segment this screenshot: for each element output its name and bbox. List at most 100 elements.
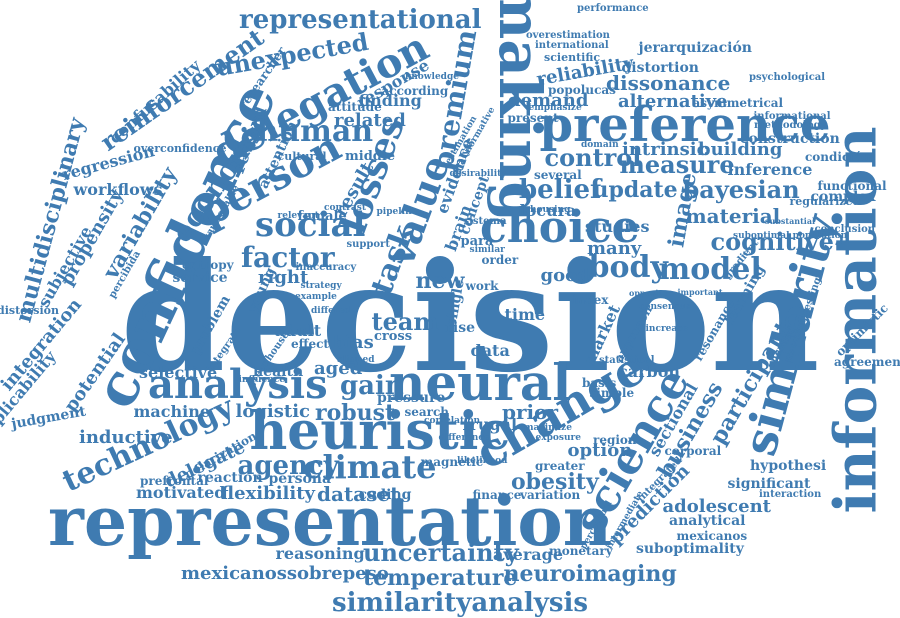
word-representation: representation (48, 482, 613, 562)
word-obesity: obesity (511, 469, 599, 495)
word-machine: machine (133, 402, 211, 421)
word-similar: similar (469, 244, 505, 255)
word-desirability: desirability (449, 168, 507, 179)
word-example: example (295, 291, 337, 302)
word-correlation: correlation (424, 415, 481, 426)
word-prefrontal: prefrontal (140, 474, 209, 488)
word-adult: adult (274, 321, 322, 340)
word-hypothesi: hypothesi (750, 458, 827, 474)
word-opposite: opposite (629, 288, 668, 298)
word-monetary: monetary (549, 544, 613, 558)
word-increase: increase (645, 323, 689, 334)
word-emphasize: emphasize (528, 102, 582, 113)
word-bayesian: bayesian (682, 175, 800, 204)
word-analysis: analysis (148, 361, 328, 408)
word-regularized: regularized (789, 194, 861, 208)
word-related: related (334, 110, 406, 131)
word-neuroimaging: neuroimaging (503, 561, 677, 587)
word-present: present (507, 111, 559, 125)
word-workflows: workflows (73, 180, 163, 199)
word-aged: aged (314, 358, 363, 379)
word-selective: selective (139, 363, 218, 382)
word-logistic: logistic (235, 401, 311, 422)
word-simple: simple (589, 386, 635, 400)
word-agency: agency (237, 451, 339, 481)
word-human: human (256, 114, 374, 149)
word-adolescent: adolescent (662, 496, 772, 517)
word-reaction: reaction (197, 470, 263, 486)
word-similarityanalysis: similarityanalysis (332, 588, 589, 618)
word-rise: rise (445, 320, 475, 336)
word-finding: finding (358, 91, 422, 110)
word-consensus: consensus (639, 301, 692, 312)
word-alternative: alternative (618, 91, 728, 112)
word-robust: robust (315, 400, 396, 426)
word-conclusion: conclusion (814, 224, 876, 235)
word-right: right (258, 267, 309, 288)
word-effect: effect (291, 337, 329, 351)
word-decision: decision (120, 230, 820, 406)
word-support: support (346, 239, 390, 250)
word-popolucas: popolucas (548, 83, 616, 97)
word-frugal: frugal (462, 415, 518, 434)
word-many: many (587, 238, 642, 259)
word-influence: influence (238, 374, 286, 385)
word-gain: gain (340, 371, 404, 401)
word-domain: domain (581, 139, 619, 150)
word-material: material (685, 204, 781, 228)
word-entropy: entropy (182, 258, 234, 272)
word-female: female (297, 208, 347, 224)
word-average: average (493, 545, 564, 564)
word-building: building (698, 139, 783, 160)
word-variation: variation (520, 488, 581, 502)
word-temperature: temperature (363, 565, 518, 591)
word-sistema: sistema (463, 216, 507, 227)
word-according: according (381, 84, 449, 98)
word-distorsion: distorsión (0, 303, 59, 317)
word-inductive: inductive (79, 427, 173, 448)
word-mexicanossobrepeso: mexicanossobrepeso (181, 563, 389, 584)
word-condicion: condición (805, 150, 871, 164)
word-methodology: methodology (754, 120, 827, 131)
word-distortion: distortion (621, 60, 699, 76)
word-bias: bias (332, 332, 374, 353)
word-work: work (465, 279, 499, 293)
word-analytical: analytical (669, 513, 746, 529)
word-carbon: carbon (618, 362, 681, 381)
word-judgment: judgment (9, 403, 87, 433)
word-finance: finance (472, 488, 522, 502)
word-substantial: substantial (765, 216, 816, 226)
word-strategy: strategy (300, 280, 342, 291)
word-several: several (534, 168, 582, 182)
word-suboptimality: suboptimality (636, 541, 744, 557)
word-update: update (592, 177, 678, 203)
word-persona: persona (268, 471, 332, 487)
word-difference: difference (438, 432, 490, 443)
word-index: index (572, 293, 609, 307)
word-social: social (255, 205, 366, 245)
word-scientific: scientific (544, 50, 601, 64)
word-data: data (470, 341, 510, 360)
word-corporal: corporal (664, 444, 722, 458)
word-cognitive: cognitive (710, 227, 834, 256)
word-team: team (371, 307, 439, 336)
word-suboptimal: suboptimal population (733, 230, 848, 241)
word-jerarquizacion: jerarquización (638, 40, 752, 56)
word-contrast: contrast (324, 202, 366, 213)
word-neural: neural (389, 353, 572, 412)
word-demand: demand (508, 90, 589, 111)
word-knowledge: knowledge (405, 71, 459, 82)
word-representational: representational (239, 5, 482, 35)
word-para: para (460, 233, 494, 249)
word-psychological: psychological (749, 72, 826, 83)
word-region: region (593, 433, 637, 447)
word-prior: prior (502, 400, 558, 424)
word-mexicanos: mexicanos (676, 529, 748, 543)
word-basis: basis (582, 376, 617, 390)
word-cultural: cultural (277, 149, 327, 163)
word-asymmetrical: asymmetrical (692, 96, 784, 110)
word-informational: informational (753, 111, 831, 122)
word-exposure: exposure (535, 432, 581, 443)
word-good: good (540, 265, 590, 286)
word-new: new (415, 268, 465, 294)
